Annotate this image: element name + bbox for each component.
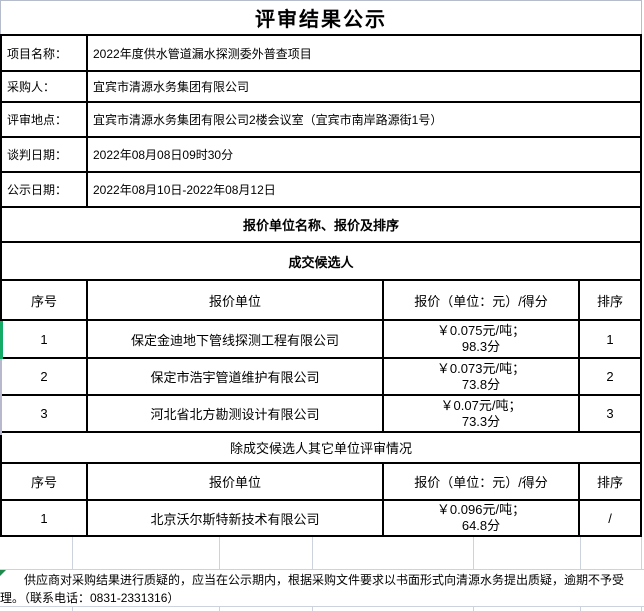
section-quote-title[interactable]: 报价单位名称、报价及排序 <box>0 208 642 241</box>
others-header-row: 序号 报价单位 报价（单位：元）/得分 排序 <box>0 464 642 501</box>
gridline <box>219 537 220 569</box>
gridline <box>641 607 642 611</box>
publicity-date-value[interactable]: 2022年08月10日-2022年08月12日 <box>88 173 642 206</box>
row-review-location: 评审地点： 宜宾市清源水务集团有限公司2楼会议室（宜宾市南岸路源街1号） <box>0 103 642 138</box>
negotiation-date-label[interactable]: 谈判日期： <box>0 138 88 171</box>
candidate-1-price-line: ￥0.075元/吨； <box>436 323 526 338</box>
row-section-candidates: 成交候选人 <box>0 243 642 281</box>
gridline <box>473 537 474 569</box>
selection-indicator-gray <box>0 359 2 435</box>
footer-note-text: 供应商对采购结果进行质疑的，应当在公示期内，根据采购文件要求以书面形式向清源水务… <box>0 573 625 605</box>
row-project-name: 项目名称： 2022年度供水管道漏水探测委外普查项目 <box>0 36 642 72</box>
next-row-sliver <box>0 607 644 611</box>
purchaser-value[interactable]: 宜宾市清源水务集团有限公司 <box>88 72 642 101</box>
candidate-3-company[interactable]: 河北省北方勘测设计有限公司 <box>88 396 384 431</box>
project-name-value[interactable]: 2022年度供水管道漏水探测委外普查项目 <box>88 36 642 70</box>
empty-spreadsheet-row[interactable] <box>0 537 644 570</box>
negotiation-date-value[interactable]: 2022年08月08日09时30分 <box>88 138 642 171</box>
candidates-col-rank[interactable]: 排序 <box>580 281 642 319</box>
others-col-price[interactable]: 报价（单位：元）/得分 <box>384 464 580 499</box>
cell-error-indicator-icon <box>0 570 6 576</box>
other-1-score-line: 64.8分 <box>461 518 501 533</box>
gridline <box>72 607 73 611</box>
candidates-col-price[interactable]: 报价（单位：元）/得分 <box>384 281 580 319</box>
candidates-col-company[interactable]: 报价单位 <box>88 281 384 319</box>
gridline <box>580 607 581 611</box>
candidate-3-price-line: ￥0.07元/吨； <box>440 397 522 413</box>
other-unit-row: 1 北京沃尔斯特新技术有限公司 ￥0.096元/吨； 64.8分 / <box>0 501 642 537</box>
candidate-1-rank[interactable]: 1 <box>580 321 642 357</box>
candidate-3-index[interactable]: 3 <box>0 396 88 431</box>
candidate-2-score-line: 73.8分 <box>461 376 501 392</box>
publicity-date-label[interactable]: 公示日期： <box>0 173 88 206</box>
gridline <box>641 537 642 569</box>
row-negotiation-date: 谈判日期： 2022年08月08日09时30分 <box>0 138 642 173</box>
candidate-2-price-line: ￥0.073元/吨； <box>436 360 526 376</box>
row-section-others: 除成交候选人其它单位评审情况 <box>0 433 642 464</box>
row-publicity-date: 公示日期： 2022年08月10日-2022年08月12日 <box>0 173 642 208</box>
section-others-title[interactable]: 除成交候选人其它单位评审情况 <box>0 433 642 462</box>
row-section-quote: 报价单位名称、报价及排序 <box>0 208 642 243</box>
candidate-1-index[interactable]: 1 <box>0 321 88 357</box>
announcement-table: 项目名称： 2022年度供水管道漏水探测委外普查项目 采购人： 宜宾市清源水务集… <box>0 34 642 537</box>
gridline <box>580 537 581 569</box>
other-1-rank[interactable]: / <box>580 501 642 535</box>
candidate-row: 1 保定金迪地下管线探测工程有限公司 ￥0.075元/吨； 98.3分 1 <box>0 321 642 359</box>
footer-note-cell[interactable]: 供应商对采购结果进行质疑的，应当在公示期内，根据采购文件要求以书面形式向清源水务… <box>0 570 644 607</box>
other-1-index[interactable]: 1 <box>0 501 88 535</box>
selection-indicator-green <box>0 321 3 359</box>
candidate-2-company[interactable]: 保定市浩宇管道维护有限公司 <box>88 359 384 394</box>
candidates-header-row: 序号 报价单位 报价（单位：元）/得分 排序 <box>0 281 642 321</box>
candidate-row: 3 河北省北方勘测设计有限公司 ￥0.07元/吨； 73.3分 3 <box>0 396 642 433</box>
candidate-2-index[interactable]: 2 <box>0 359 88 394</box>
others-col-index[interactable]: 序号 <box>0 464 88 499</box>
candidate-2-rank[interactable]: 2 <box>580 359 642 394</box>
section-candidates-title[interactable]: 成交候选人 <box>0 243 642 279</box>
page-title: 评审结果公示 <box>0 0 642 34</box>
gridline <box>72 537 73 569</box>
candidate-row: 2 保定市浩宇管道维护有限公司 ￥0.073元/吨； 73.8分 2 <box>0 359 642 396</box>
other-1-company[interactable]: 北京沃尔斯特新技术有限公司 <box>88 501 384 535</box>
candidate-3-price[interactable]: ￥0.07元/吨； 73.3分 <box>384 396 580 431</box>
others-col-company[interactable]: 报价单位 <box>88 464 384 499</box>
candidate-1-price[interactable]: ￥0.075元/吨； 98.3分 <box>384 321 580 357</box>
candidate-3-rank[interactable]: 3 <box>580 396 642 431</box>
other-1-price[interactable]: ￥0.096元/吨； 64.8分 <box>384 501 580 535</box>
candidate-1-score-line: 98.3分 <box>461 339 501 354</box>
review-location-value[interactable]: 宜宾市清源水务集团有限公司2楼会议室（宜宾市南岸路源街1号） <box>88 103 642 136</box>
project-name-label[interactable]: 项目名称： <box>0 36 88 70</box>
gridline <box>219 607 220 611</box>
candidate-2-price[interactable]: ￥0.073元/吨； 73.8分 <box>384 359 580 394</box>
gridline <box>312 607 313 611</box>
candidate-3-score-line: 73.3分 <box>461 413 501 429</box>
row-purchaser: 采购人： 宜宾市清源水务集团有限公司 <box>0 72 642 103</box>
review-location-label[interactable]: 评审地点： <box>0 103 88 136</box>
gridline <box>312 537 313 569</box>
gridline <box>473 607 474 611</box>
purchaser-label[interactable]: 采购人： <box>0 72 88 101</box>
candidate-1-company[interactable]: 保定金迪地下管线探测工程有限公司 <box>88 321 384 357</box>
other-1-price-line: ￥0.096元/吨； <box>436 502 526 517</box>
candidates-col-index[interactable]: 序号 <box>0 281 88 319</box>
others-col-rank[interactable]: 排序 <box>580 464 642 499</box>
